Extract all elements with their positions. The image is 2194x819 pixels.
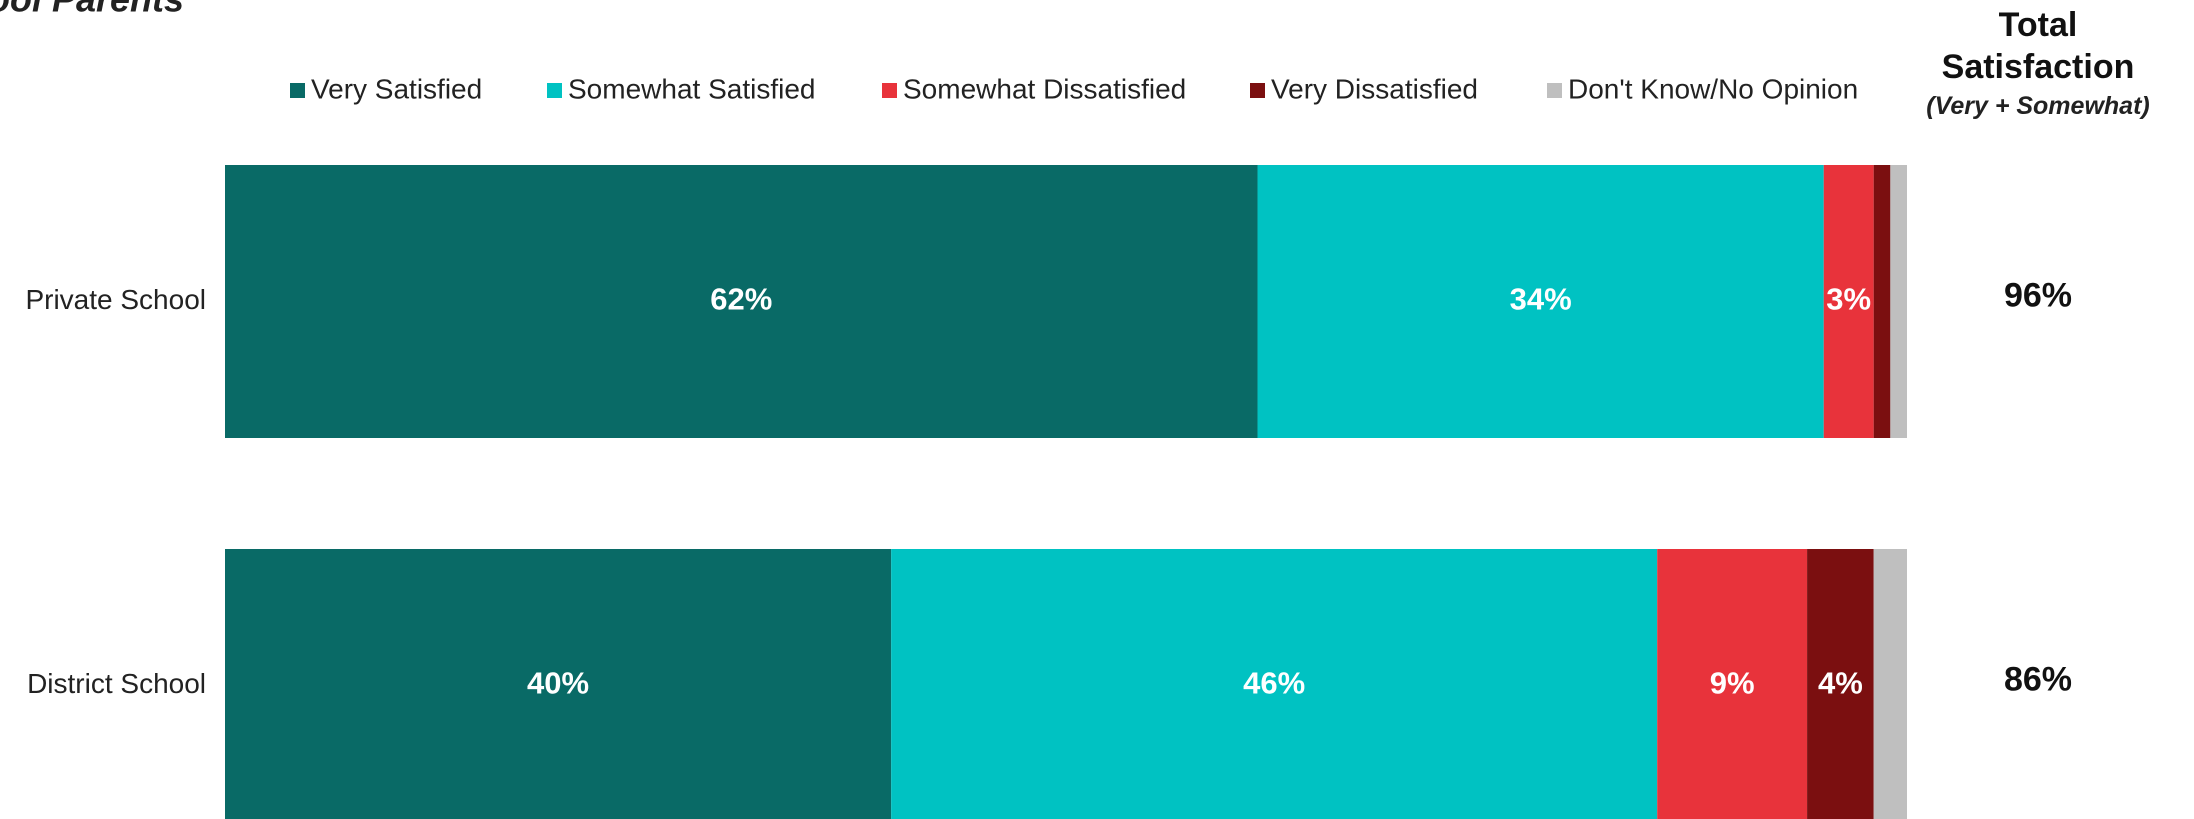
bar-segment	[1890, 165, 1907, 438]
bar-segment	[1657, 549, 1808, 819]
legend-swatch	[882, 83, 897, 98]
legend-label: Somewhat Dissatisfied	[903, 73, 1186, 104]
totals-subtitle: (Very + Somewhat)	[1926, 92, 2150, 120]
value-label: 3%	[1826, 282, 1871, 317]
bar-segment	[1257, 165, 1824, 438]
bar-segment	[1823, 165, 1874, 438]
legend-label: Very Satisfied	[311, 73, 482, 104]
value-label: 62%	[710, 282, 772, 317]
category-label: Private School	[25, 284, 206, 315]
value-label: 9%	[1710, 666, 1755, 701]
total-value: 86%	[2004, 660, 2072, 698]
total-value: 96%	[2004, 276, 2072, 314]
legend-swatch	[1250, 83, 1265, 98]
totals-title: Total Satisfaction	[1941, 6, 2135, 86]
bar-segment	[1873, 165, 1891, 438]
category-label: District School	[27, 668, 206, 699]
value-label: 4%	[1818, 666, 1863, 701]
bar-segment	[891, 549, 1658, 819]
legend-swatch	[1547, 83, 1562, 98]
bar-segment	[1807, 549, 1874, 819]
bar-segment	[225, 549, 892, 819]
legend-label: Very Dissatisfied	[1271, 73, 1478, 104]
legend-label: Don't Know/No Opinion	[1568, 73, 1858, 104]
chart-title: ool Parents	[0, 0, 184, 20]
legend-swatch	[290, 83, 305, 98]
bar-segment	[225, 165, 1258, 438]
value-label: 46%	[1243, 666, 1305, 701]
legend-swatch	[547, 83, 562, 98]
bar-segment	[1873, 549, 1907, 819]
legend-label: Somewhat Satisfied	[568, 73, 815, 104]
value-label: 40%	[527, 666, 589, 701]
value-label: 34%	[1510, 282, 1572, 317]
